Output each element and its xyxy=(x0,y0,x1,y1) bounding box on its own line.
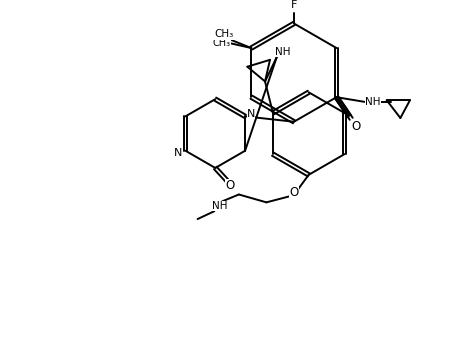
Text: CH₃: CH₃ xyxy=(213,38,231,48)
Text: NH: NH xyxy=(364,97,380,107)
Text: NH: NH xyxy=(275,47,290,57)
Text: NH: NH xyxy=(212,201,227,211)
Text: CH₃: CH₃ xyxy=(214,29,233,39)
Text: O: O xyxy=(351,120,360,133)
Text: F: F xyxy=(290,0,296,10)
Text: O: O xyxy=(288,186,298,199)
Text: O: O xyxy=(225,179,234,192)
Text: N: N xyxy=(174,148,182,158)
Text: N: N xyxy=(246,110,255,119)
